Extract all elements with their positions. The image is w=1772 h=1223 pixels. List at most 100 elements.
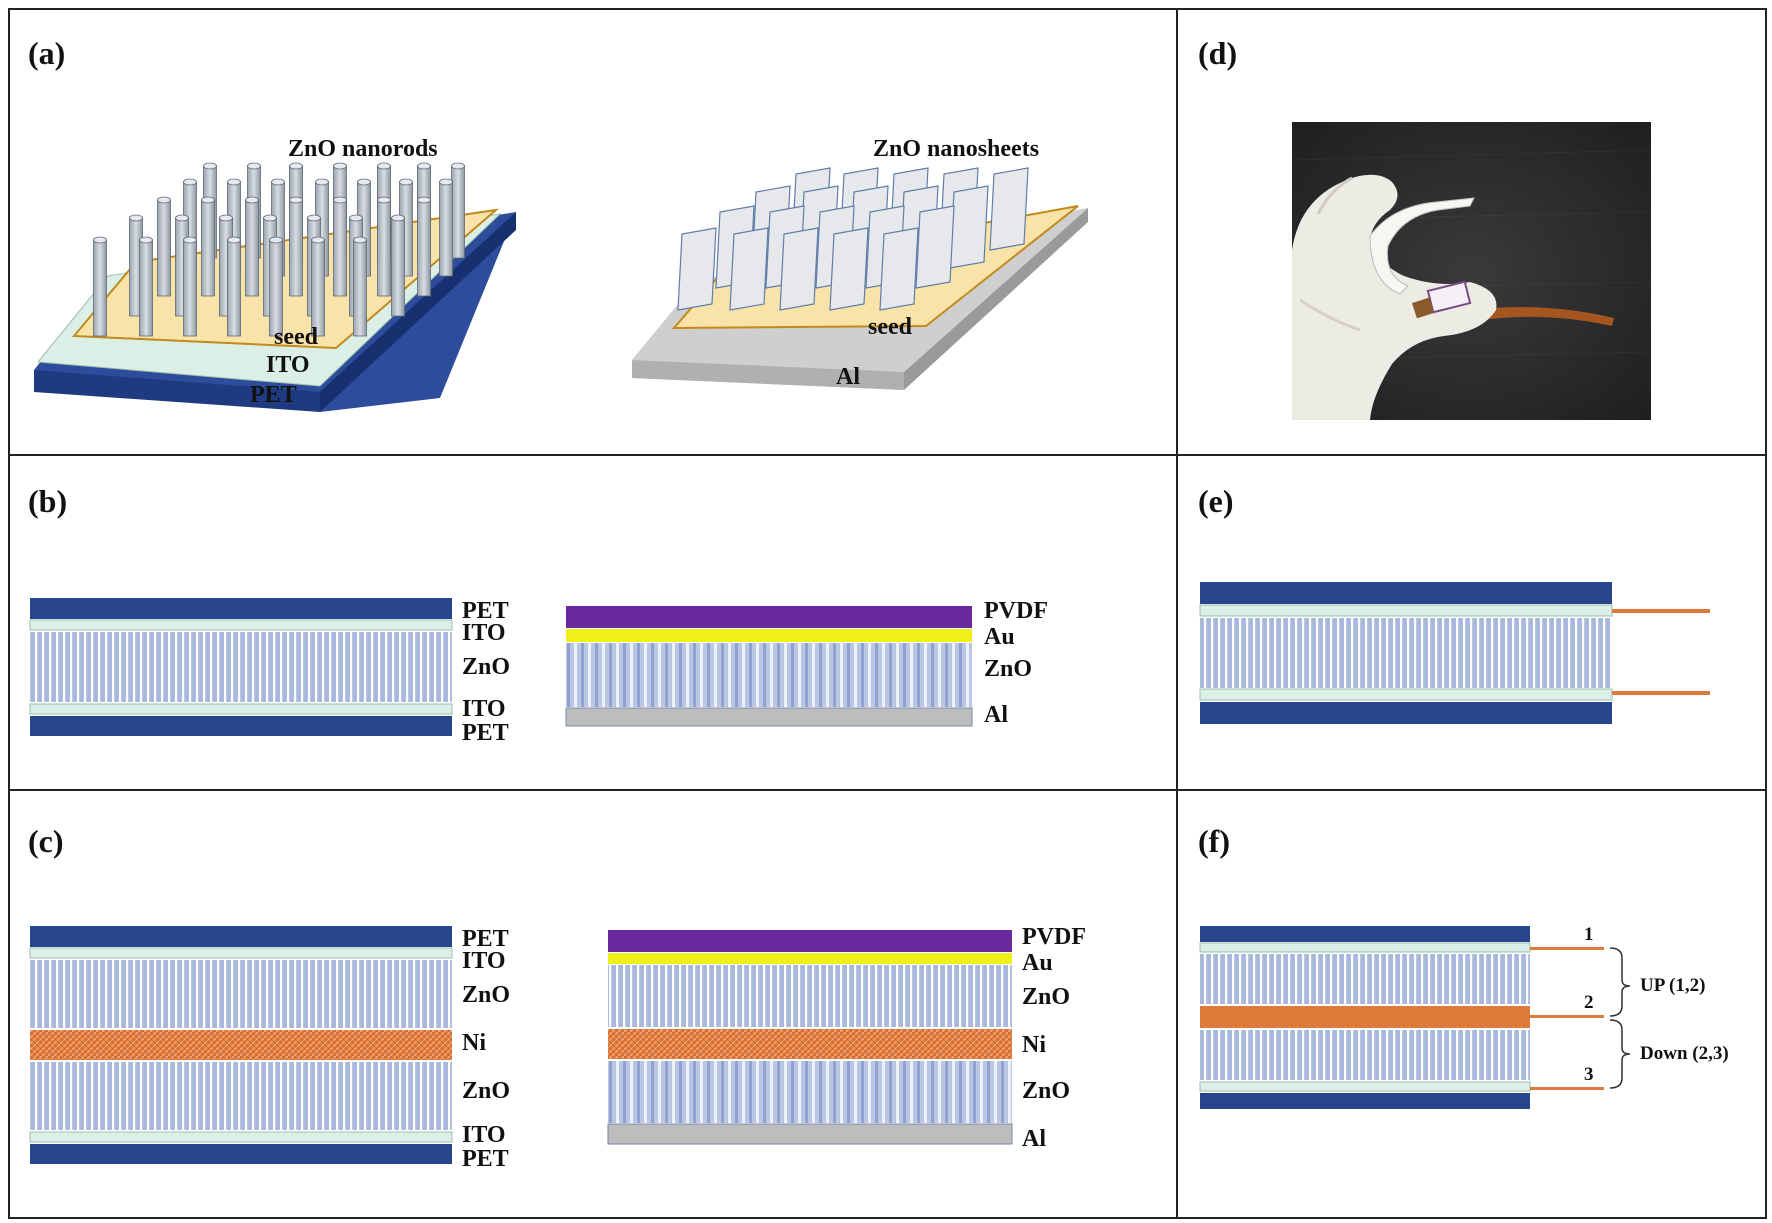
ito-top xyxy=(29,947,453,959)
nanosheet xyxy=(879,227,919,311)
pvdf-layer xyxy=(566,606,972,628)
pet-label-left: PET xyxy=(250,382,297,408)
device-strip xyxy=(1369,197,1475,295)
label-pet-top: PET xyxy=(462,598,509,624)
label-pvdf: PVDF xyxy=(984,598,1048,624)
nanosheet xyxy=(677,227,717,311)
ito-label-left: ITO xyxy=(266,352,310,378)
ito-top xyxy=(29,619,453,631)
panel-c-letter: (c) xyxy=(28,823,64,859)
device-photo xyxy=(1291,122,1652,420)
al-label: Al xyxy=(836,364,860,390)
label-ito-bottom: ITO xyxy=(462,1122,506,1148)
pet-top xyxy=(30,598,452,619)
zno-layer xyxy=(30,632,452,702)
au-layer xyxy=(566,629,972,642)
panel-b-letter: (b) xyxy=(28,483,67,519)
label-ito-top: ITO xyxy=(462,620,506,646)
pet-bottom xyxy=(1200,1093,1530,1109)
al-layer xyxy=(607,1123,1013,1145)
pvdf-layer xyxy=(608,930,1012,952)
ni-layer xyxy=(1200,1006,1530,1028)
panel-f-stack: 1 2 3 UP (1,2) Down (2,3) xyxy=(1199,924,1729,1109)
label-ito-top: ITO xyxy=(462,948,506,974)
nanorod xyxy=(353,236,367,337)
nanorod xyxy=(417,196,431,297)
ito-bottom xyxy=(1199,1081,1531,1092)
pet-top xyxy=(30,926,452,947)
zno-layer xyxy=(1200,618,1612,688)
nanorod xyxy=(439,178,453,277)
electrode-3-label: 3 xyxy=(1584,1064,1594,1085)
panel-e-letter: (e) xyxy=(1198,483,1234,519)
label-al: Al xyxy=(984,702,1008,728)
electrode-bottom xyxy=(1612,691,1710,695)
ni-layer xyxy=(608,1029,1012,1059)
nanorods-label: ZnO nanorods xyxy=(288,136,438,162)
brace-up xyxy=(1609,947,1631,1017)
zno-lower xyxy=(30,1062,452,1130)
nanorod xyxy=(245,196,259,297)
electrode-top xyxy=(1612,609,1710,613)
panel-grid xyxy=(8,8,1767,1219)
zno-lower xyxy=(608,1061,1012,1123)
pet-bottom xyxy=(30,716,452,736)
al-layer xyxy=(565,707,973,727)
label-zno-lower: ZnO xyxy=(462,1078,510,1104)
nanosheet xyxy=(779,227,819,311)
nanorod xyxy=(451,162,465,259)
panel-e-stack xyxy=(1199,582,1710,724)
pet-bottom xyxy=(1200,702,1612,724)
au-layer xyxy=(608,953,1012,964)
seed-label-right: seed xyxy=(868,314,913,340)
label-al: Al xyxy=(1022,1126,1046,1152)
nanosheet-array xyxy=(677,167,1029,311)
nanorod xyxy=(391,214,405,317)
group-up-label: UP (1,2) xyxy=(1640,975,1705,996)
nanorod xyxy=(269,236,283,337)
nanorod xyxy=(377,196,391,297)
electrode-1 xyxy=(1530,947,1604,950)
label-ni: Ni xyxy=(462,1030,486,1056)
nanorod xyxy=(139,236,153,337)
label-zno: ZnO xyxy=(984,656,1032,682)
zno-upper xyxy=(608,965,1012,1027)
electrode-3 xyxy=(1530,1087,1604,1090)
label-pet-top: PET xyxy=(462,926,509,952)
panel-c-right-stack: PVDF Au ZnO Ni ZnO Al xyxy=(607,924,1086,1152)
gloved-hand xyxy=(1292,174,1497,420)
electrode-1-label: 1 xyxy=(1584,924,1594,945)
zno-upper xyxy=(30,960,452,1028)
panel-a-letter: (a) xyxy=(28,35,65,71)
panel-a-nanorods-schematic: ZnO nanorods seed ITO PET xyxy=(34,136,516,412)
electrode-2 xyxy=(1530,1015,1604,1018)
seed-label-left: seed xyxy=(274,324,319,350)
ito-bottom xyxy=(1199,688,1613,701)
nanorod xyxy=(289,196,303,297)
label-zno-upper: ZnO xyxy=(462,982,510,1008)
panel-f-letter: (f) xyxy=(1198,823,1230,859)
ito-bottom xyxy=(29,703,453,715)
label-zno-upper: ZnO xyxy=(1022,984,1070,1010)
ito-top xyxy=(1199,604,1613,617)
nanosheet xyxy=(949,185,989,269)
panel-b-right-stack: PVDF Au ZnO Al xyxy=(565,598,1048,728)
nanosheet xyxy=(915,205,955,289)
panel-a-nanosheets-schematic: ZnO nanosheets seed Al xyxy=(632,136,1088,390)
label-pet-bottom: PET xyxy=(462,720,509,746)
electrode-2-label: 2 xyxy=(1584,992,1594,1013)
zno-upper xyxy=(1200,954,1530,1004)
pet-bottom xyxy=(30,1144,452,1164)
nanorod xyxy=(183,236,197,337)
label-pet-bottom: PET xyxy=(462,1146,509,1172)
nanorod-array xyxy=(93,162,465,337)
label-zno: ZnO xyxy=(462,654,510,680)
label-ni: Ni xyxy=(1022,1032,1046,1058)
pet-top xyxy=(1200,926,1530,942)
label-ito-bottom: ITO xyxy=(462,696,506,722)
nanosheet xyxy=(989,167,1029,251)
brace-down xyxy=(1609,1019,1631,1089)
nanorod xyxy=(157,196,171,297)
pet-top xyxy=(1200,582,1612,604)
